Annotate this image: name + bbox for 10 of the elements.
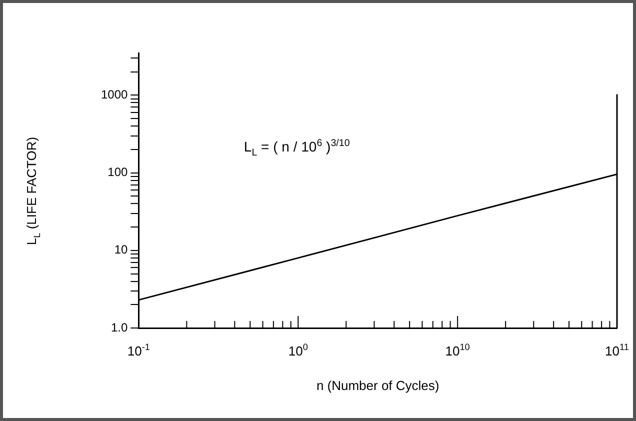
y-tick-label: 100 <box>108 165 128 180</box>
y-tick-label: 1000 <box>100 88 128 102</box>
x-tick-label: 10$^{10}$ <box>445 342 470 358</box>
x-axis-title: n (Number of Cycles) <box>316 378 440 393</box>
y-tick-label: 1.0 <box>111 320 128 334</box>
x-tick-label: 10$^{0}$ <box>288 342 308 358</box>
x-tick-label: 10$^{11}$ <box>605 342 629 358</box>
x-tick-label: 10$^{-1}$ <box>127 342 150 358</box>
y-tick-label: 10 <box>114 242 128 257</box>
annotation: L$_{L}$ = ( n / 10$^{6}$ )$^{3/10}$ <box>244 138 350 158</box>
